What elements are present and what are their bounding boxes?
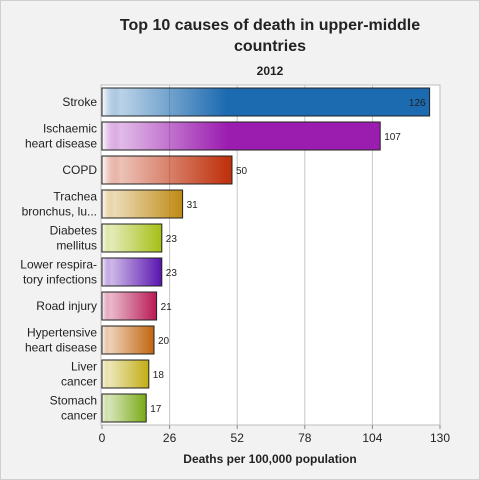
category-label: COPD <box>62 163 97 177</box>
bar-value-label: 50 <box>236 166 248 177</box>
category-label: Ischaemic <box>43 122 97 136</box>
category-label: cancer <box>61 409 97 423</box>
category-label: tory infections <box>23 273 97 287</box>
bar <box>101 291 158 321</box>
bar-value-label: 18 <box>153 370 165 381</box>
bar <box>101 87 431 117</box>
x-axis-ticks: 0 26 52 78 104 130 <box>99 425 450 445</box>
category-label: Diabetes <box>50 224 97 238</box>
chart-title-line-2: countries <box>234 38 306 55</box>
category-label: Road injury <box>36 299 97 313</box>
x-tick-label: 78 <box>298 431 312 445</box>
category-label: cancer <box>61 375 97 389</box>
bar-value-label: 23 <box>166 234 178 245</box>
bar-value-label: 31 <box>187 200 199 211</box>
category-label: Hypertensive <box>27 326 97 340</box>
bar <box>101 359 150 389</box>
category-label: Trachea <box>53 190 97 204</box>
category-label: bronchus, lu... <box>22 205 97 219</box>
category-label: heart disease <box>25 137 97 151</box>
bar-value-label: 107 <box>384 132 401 143</box>
bar-value-label: 20 <box>158 336 170 347</box>
category-label: Stomach <box>50 394 97 408</box>
chart-subtitle: 2012 <box>257 64 284 78</box>
bar <box>101 257 163 287</box>
bar <box>101 325 155 355</box>
category-label: heart disease <box>25 341 97 355</box>
x-axis-label: Deaths per 100,000 population <box>183 452 356 466</box>
bar-value-label: 17 <box>150 404 162 415</box>
category-label: Stroke <box>62 95 97 109</box>
x-tick-label: 26 <box>163 431 177 445</box>
category-label: mellitus <box>56 239 97 253</box>
bar <box>101 155 233 185</box>
bar <box>101 223 163 253</box>
x-tick-label: 104 <box>362 431 382 445</box>
bar-value-label: 21 <box>161 302 173 313</box>
category-label: Lower respira- <box>20 258 97 272</box>
x-tick-label: 52 <box>231 431 245 445</box>
bar <box>101 189 184 219</box>
x-tick-label: 130 <box>430 431 450 445</box>
x-tick-label: 0 <box>99 431 106 445</box>
bar <box>101 393 147 423</box>
bar-value-label: 126 <box>409 98 426 109</box>
category-label: Liver <box>71 360 97 374</box>
bar-value-label: 23 <box>166 268 178 279</box>
chart-title-line-1: Top 10 causes of death in upper-middle <box>120 17 420 34</box>
bar <box>101 121 381 151</box>
